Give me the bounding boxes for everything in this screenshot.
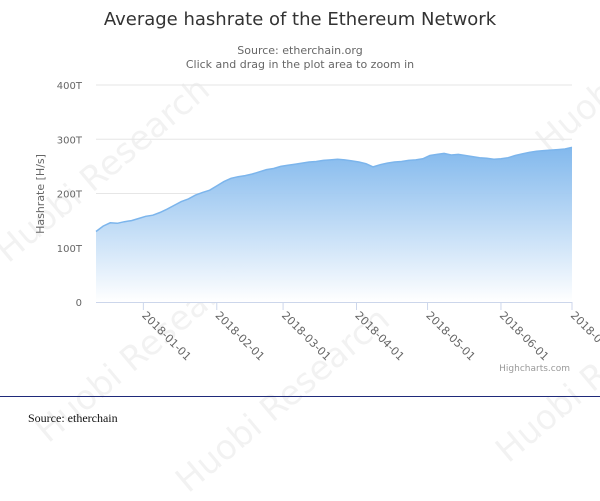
y-axis: 0 100T 200T 300T 400T [57,81,83,309]
hashrate-area [96,147,572,302]
chart-zoom-hint: Click and drag in the plot area to zoom … [185,58,415,71]
x-tick-label: 2018-0 [568,309,600,346]
x-tick-label: 2018-05-01 [423,309,477,363]
y-tick-label: 400T [57,81,83,92]
x-tick-label: 2018-01-01 [139,309,193,363]
hashrate-line [95,146,573,233]
chart-subtitle: Source: etherchain.org [237,44,363,57]
y-tick-label: 200T [57,190,83,201]
x-tick-label: 2018-04-01 [352,309,406,363]
y-tick-label: 300T [57,135,83,146]
source-note: Source: etherchain [28,411,118,425]
x-tick-label: 2018-02-01 [213,309,267,363]
x-axis: 2018-01-01 2018-02-01 2018-03-01 2018-04-01… [96,302,600,363]
y-tick-label: 0 [76,298,82,309]
y-axis-title: Hashrate [H/s] [34,154,47,234]
footer-divider [0,396,600,397]
highcharts-credit-link[interactable]: Highcharts.com [499,364,570,374]
y-tick-label: 100T [57,244,83,255]
chart-title: Average hashrate of the Ethereum Network [103,9,497,30]
x-tick-label: 2018-03-01 [279,309,333,363]
x-tick-label: 2018-06-01 [497,309,551,363]
plot-area[interactable] [95,146,573,302]
